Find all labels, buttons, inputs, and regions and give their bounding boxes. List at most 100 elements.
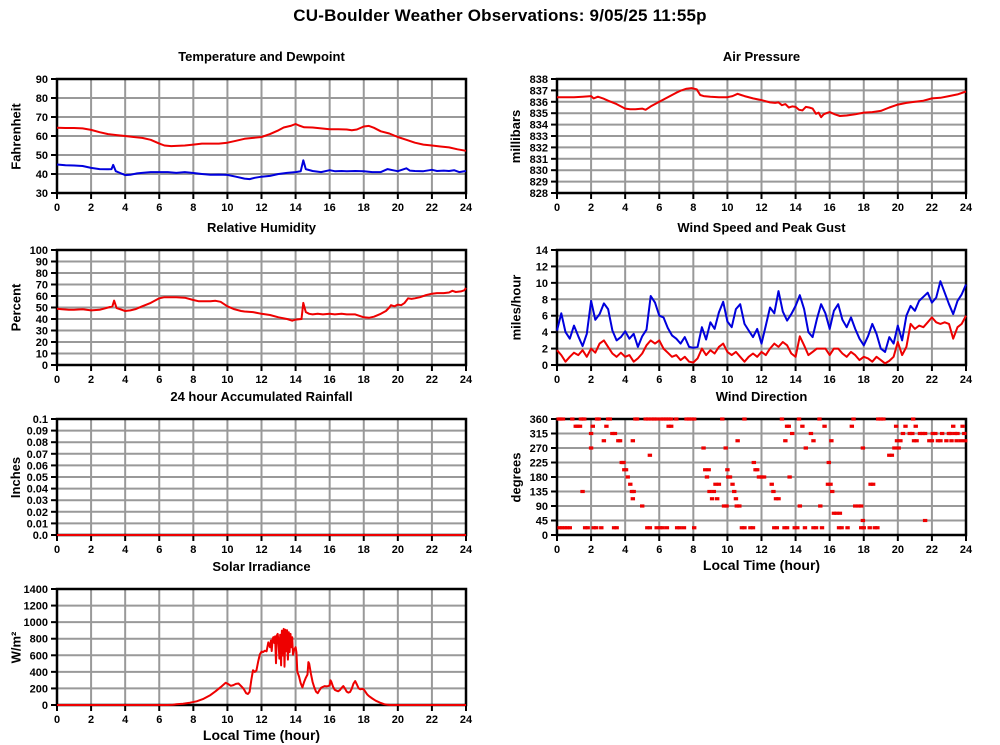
scatter-point-direction bbox=[782, 526, 787, 530]
scatter-point-direction bbox=[575, 424, 580, 428]
scatter-point-direction bbox=[839, 526, 844, 530]
y-tick-label: 0.07 bbox=[27, 449, 48, 461]
scatter-point-direction bbox=[585, 526, 590, 530]
scatter-point-direction bbox=[860, 446, 866, 450]
scatter-point-direction bbox=[792, 526, 797, 530]
y-tick-label: 90 bbox=[36, 257, 48, 269]
x-tick-label: 20 bbox=[892, 202, 904, 214]
y-tick-label: 1200 bbox=[24, 601, 48, 613]
scatter-point-direction bbox=[647, 526, 653, 530]
scatter-point-direction bbox=[725, 468, 730, 472]
x-tick-label: 24 bbox=[460, 544, 473, 556]
x-tick-label: 10 bbox=[721, 374, 733, 385]
x-tick-label: 12 bbox=[755, 202, 767, 214]
y-tick-label: 200 bbox=[30, 683, 48, 695]
x-tick-label: 14 bbox=[789, 374, 802, 385]
x-axis-label: Local Time (hour) bbox=[702, 557, 821, 573]
scatter-point-direction bbox=[691, 417, 697, 421]
y-tick-label: 12 bbox=[536, 261, 548, 273]
y-tick-label: 0.05 bbox=[27, 472, 48, 484]
y-tick-label: 90 bbox=[536, 501, 548, 513]
scatter-point-direction bbox=[582, 526, 588, 530]
scatter-point-direction bbox=[889, 453, 895, 457]
x-tick-label: 24 bbox=[960, 544, 973, 556]
scatter-point-direction bbox=[831, 511, 837, 515]
y-tick-label: 829 bbox=[530, 177, 548, 189]
scatter-point-direction bbox=[774, 526, 780, 530]
scatter-point-direction bbox=[714, 497, 720, 501]
x-tick-label: 16 bbox=[324, 714, 336, 726]
y-tick-label: 400 bbox=[30, 667, 48, 679]
scatter-point-direction bbox=[761, 475, 767, 479]
x-tick-label: 6 bbox=[156, 374, 162, 385]
scatter-point-direction bbox=[691, 526, 697, 530]
x-tick-label: 0 bbox=[554, 374, 560, 385]
scatter-point-direction bbox=[893, 424, 899, 428]
y-tick-label: 0.0 bbox=[33, 530, 48, 542]
x-tick-label: 14 bbox=[789, 544, 802, 556]
scatter-point-direction bbox=[732, 489, 737, 494]
scatter-point-direction bbox=[580, 489, 585, 494]
scatter-point-direction bbox=[856, 504, 861, 508]
x-tick-label: 8 bbox=[690, 544, 696, 556]
y-tick-label: 834 bbox=[530, 120, 549, 132]
series-line-dewpoint bbox=[56, 159, 467, 181]
scatter-point-direction bbox=[724, 504, 729, 508]
chart-title: Solar Irradiance bbox=[212, 559, 311, 574]
x-tick-label: 14 bbox=[289, 202, 302, 214]
y-tick-label: 838 bbox=[530, 74, 548, 86]
y-tick-label: 830 bbox=[530, 165, 548, 177]
y-tick-label: 90 bbox=[36, 74, 48, 86]
y-tick-label: 0.09 bbox=[27, 426, 48, 438]
scatter-point-direction bbox=[789, 431, 795, 436]
scatter-point-direction bbox=[668, 417, 674, 421]
scatter-point-direction bbox=[817, 417, 822, 421]
scatter-point-direction bbox=[664, 526, 670, 530]
scatter-point-direction bbox=[748, 526, 753, 530]
scatter-point-direction bbox=[878, 417, 883, 421]
x-tick-label: 18 bbox=[358, 202, 370, 214]
page-title: CU-Boulder Weather Observations: 9/05/25… bbox=[293, 6, 707, 25]
scatter-point-direction bbox=[930, 431, 935, 436]
x-tick-label: 8 bbox=[190, 544, 196, 556]
chart-wind-direction: Wind Direction degrees 0 45 90 135 180 225 270… bbox=[500, 386, 1000, 581]
x-tick-label: 22 bbox=[426, 202, 438, 214]
scatter-point-direction bbox=[703, 468, 708, 472]
y-tick-label: 0.01 bbox=[27, 518, 48, 530]
y-tick-label: 828 bbox=[530, 188, 548, 200]
x-tick-label: 8 bbox=[690, 374, 696, 385]
scatter-point-direction bbox=[645, 417, 651, 421]
y-tick-label: 225 bbox=[530, 458, 548, 470]
scatter-point-direction bbox=[779, 417, 785, 421]
x-tick-label: 4 bbox=[122, 202, 129, 214]
scatter-point-direction bbox=[588, 446, 594, 450]
scatter-point-direction bbox=[903, 424, 908, 428]
x-tick-label: 16 bbox=[324, 374, 336, 385]
y-tick-label: 10 bbox=[36, 349, 48, 361]
x-tick-label: 18 bbox=[858, 544, 870, 556]
scatter-point-direction bbox=[922, 518, 928, 523]
x-tick-label: 22 bbox=[926, 544, 938, 556]
scatter-point-direction bbox=[949, 439, 954, 443]
scatter-point-direction bbox=[742, 417, 747, 421]
scatter-point-direction bbox=[938, 439, 943, 443]
scatter-point-direction bbox=[870, 482, 876, 486]
x-tick-label: 0 bbox=[54, 202, 60, 214]
scatter-point-direction bbox=[558, 417, 563, 421]
x-tick-label: 2 bbox=[88, 202, 94, 214]
scatter-point-direction bbox=[734, 504, 739, 508]
scatter-point-direction bbox=[898, 439, 903, 443]
y-tick-label: 50 bbox=[36, 303, 48, 315]
chart-title: Wind Direction bbox=[715, 389, 808, 404]
scatter-point-direction bbox=[868, 482, 873, 486]
scatter-point-direction bbox=[621, 460, 626, 465]
y-tick-label: 0.08 bbox=[27, 437, 48, 449]
x-tick-label: 20 bbox=[892, 374, 904, 385]
series-line-temperature bbox=[56, 123, 467, 152]
scatter-point-direction bbox=[630, 497, 636, 501]
scatter-point-direction bbox=[614, 526, 619, 530]
x-axis-label: Local Time (hour) bbox=[202, 727, 321, 743]
